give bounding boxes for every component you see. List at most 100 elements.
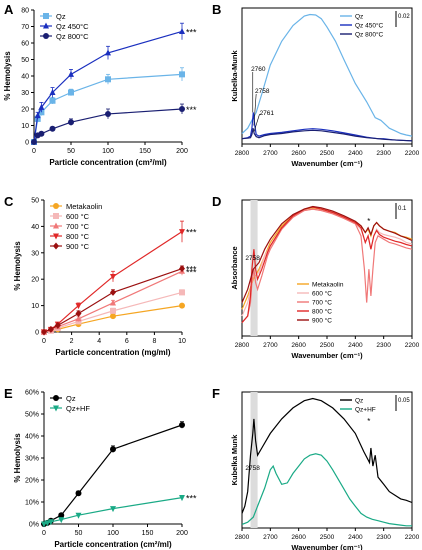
data-point — [105, 110, 111, 117]
peak-label: 2758 — [255, 88, 270, 95]
series-4: *** — [41, 220, 197, 336]
legend-marker — [43, 33, 49, 39]
y-tick-label: 70 — [21, 24, 29, 31]
data-point — [110, 274, 116, 281]
data-point — [110, 288, 116, 296]
annotations: 2758 * — [245, 417, 370, 472]
x-tick-label: 2700 — [263, 342, 278, 349]
x-tick-label: 2700 — [263, 150, 278, 157]
plot-frame — [241, 391, 413, 529]
x-tick-label: 6 — [125, 338, 129, 345]
legend-label: Qz — [56, 12, 66, 21]
peak-label: 2758 — [245, 465, 260, 472]
legend-label: Qz — [66, 394, 76, 403]
panel-c: C 0 10 20 30 40 50 0 2 4 6 8 10 Particle concentratio… — [4, 194, 197, 357]
data-point — [47, 325, 54, 333]
data-point — [105, 49, 111, 56]
scale-bar-label: 0.02 — [398, 14, 410, 20]
data-point — [68, 70, 74, 77]
y-axis-label: % Hemolysis — [3, 51, 12, 101]
peak-label: 2761 — [260, 110, 275, 117]
x-axis-label: Wavenumber (cm⁻¹) — [291, 159, 363, 168]
legend-marker — [53, 405, 59, 412]
data-point — [49, 97, 56, 104]
panel-a: A 0 10 20 30 40 50 60 70 80 0 50 100 150 200 Particle c… — [3, 2, 197, 167]
series-2: *** — [31, 22, 197, 145]
data-point — [105, 76, 111, 83]
x-tick-label: 4 — [97, 338, 101, 345]
legend-label: 700 °C — [312, 299, 332, 307]
x-tick-label: 200 — [176, 530, 188, 537]
x-tick-label: 100 — [107, 530, 119, 537]
data-point — [68, 89, 74, 96]
legend-label: Metakaolin — [66, 202, 102, 211]
scale-bar-label: 0.1 — [398, 206, 407, 212]
x-tick-label: 2500 — [320, 150, 335, 157]
data-point — [58, 517, 65, 524]
x-axis-label: Particle concentration (cm²/ml) — [49, 158, 167, 167]
legend-label: 700 °C — [66, 222, 90, 231]
legend-marker — [43, 22, 49, 29]
x-tick-label: 2500 — [320, 342, 335, 349]
x-tick-label: 2300 — [376, 150, 391, 157]
series-5: *** — [41, 265, 197, 336]
data-point — [110, 506, 116, 513]
x-tick-label: 2600 — [291, 150, 306, 157]
y-tick-label: 0 — [25, 140, 29, 147]
x-tick-label: 8 — [152, 338, 156, 345]
data-point — [179, 289, 185, 296]
y-tick-label: 0 — [35, 330, 39, 337]
legend-label: Qz 450°C — [355, 22, 384, 30]
y-tick-label: 50 — [21, 57, 29, 64]
legend-marker — [53, 395, 59, 401]
data-point — [179, 422, 185, 428]
x-axis-label: Wavenumber (cm⁻¹) — [291, 543, 363, 550]
legend-label: 800 °C — [312, 308, 332, 316]
data-point — [110, 313, 116, 320]
series-3: *** — [31, 103, 197, 145]
data-point — [179, 495, 185, 502]
data-point — [34, 112, 41, 119]
data-point — [49, 125, 56, 132]
legend-label: Qz+HF — [355, 407, 376, 414]
y-tick-label: 30 — [21, 90, 29, 97]
legend-label: Metakaolin — [312, 282, 344, 289]
y-tick-label: 20% — [25, 478, 39, 485]
panel-letter: B — [212, 2, 221, 17]
panel-b: B 2800 2700 2600 2500 2400 2300 2200 Wavenumber … — [212, 2, 420, 168]
x-tick-label: 2400 — [348, 534, 363, 541]
annotations: 2758 * — [245, 217, 370, 262]
spectrum-line-3 — [241, 128, 413, 142]
y-tick-label: 10 — [31, 303, 39, 310]
x-axis-label: Wavenumber (cm⁻¹) — [291, 351, 363, 360]
y-tick-label: 30 — [31, 250, 39, 257]
y-tick-label: 10% — [25, 500, 39, 507]
x-tick-label: 150 — [139, 148, 151, 155]
legend-marker — [53, 233, 59, 240]
y-tick-label: 40% — [25, 434, 39, 441]
series-3: *** — [41, 266, 197, 335]
x-tick-label: 2200 — [405, 534, 420, 541]
y-tick-label: 10 — [21, 123, 29, 130]
data-point — [41, 328, 47, 336]
y-axis-label: Kubelka Munk — [230, 434, 239, 486]
legend-label: 600 °C — [312, 290, 332, 298]
data-point — [110, 299, 116, 306]
annotation-leader — [253, 93, 257, 126]
x-tick-label: 2400 — [348, 150, 363, 157]
panel-letter: E — [4, 386, 13, 401]
x-tick-label: 2800 — [235, 150, 250, 157]
significance-marker: *** — [186, 228, 197, 238]
x-tick-label: 150 — [142, 530, 154, 537]
data-point — [38, 103, 45, 110]
data-point — [179, 71, 185, 78]
legend-label: 800 °C — [66, 232, 90, 241]
peak-label: 2758 — [245, 255, 260, 262]
annotation-leader — [253, 113, 260, 132]
y-axis-label: Kubelka-Munk — [230, 50, 239, 102]
spectrum-line-5 — [241, 205, 413, 303]
